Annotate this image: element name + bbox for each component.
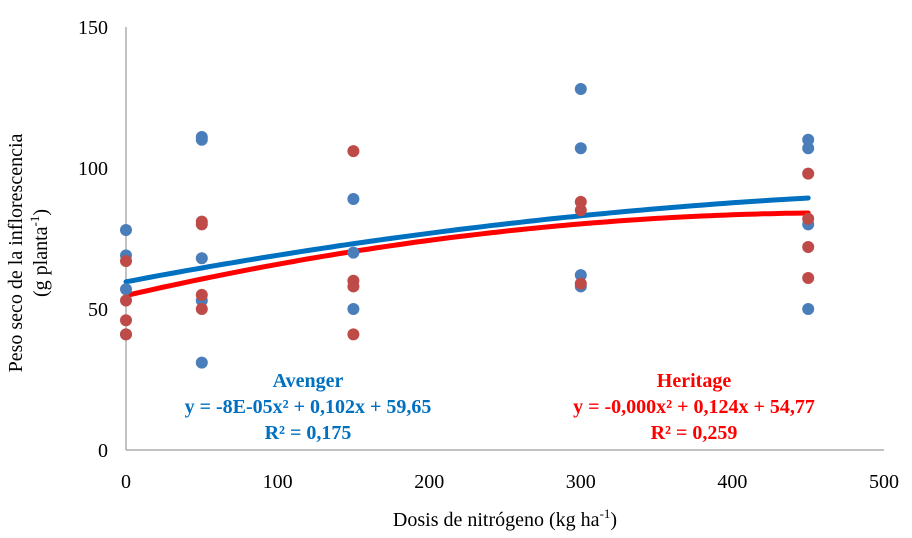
- avenger-data-point: [120, 283, 132, 296]
- y-axis-title-line2-sup: -1: [27, 216, 42, 227]
- y-axis-title-line1: Peso seco de la inflorescencia: [5, 133, 27, 372]
- data-points: [120, 83, 815, 369]
- avenger-data-point: [120, 224, 132, 237]
- x-axis-title-tail: ): [610, 509, 617, 531]
- heritage-trendline: [123, 210, 811, 298]
- trendlines: [123, 195, 811, 298]
- heritage-data-point: [120, 294, 132, 307]
- y-tick-label: 0: [98, 440, 108, 462]
- avenger-data-point: [347, 193, 360, 206]
- avenger-data-point: [802, 142, 815, 155]
- heritage-data-point: [120, 255, 132, 268]
- heritage-data-point: [574, 195, 587, 208]
- axes: [125, 27, 884, 451]
- y-axis-title-line2: (g planta-1): [27, 209, 52, 297]
- y-axis-title-line2-main: (g planta: [30, 226, 52, 297]
- heritage-data-point: [574, 204, 587, 217]
- y-tick-label: 50: [88, 299, 108, 321]
- avenger-data-point: [195, 133, 208, 146]
- avenger-data-point: [574, 269, 587, 282]
- heritage-data-point: [195, 303, 208, 315]
- heritage-equation: y = -0,000x² + 0,124x + 54,77: [573, 396, 815, 418]
- avenger-data-point: [574, 83, 587, 96]
- avenger-r-squared: R² = 0,175: [265, 422, 352, 444]
- y-tick-label: 100: [78, 158, 108, 180]
- y-axis-title-line2-tail: ): [30, 209, 52, 216]
- x-tick-label: 100: [263, 471, 293, 493]
- heritage-data-point: [802, 167, 815, 180]
- heritage-r-squared: R² = 0,259: [651, 422, 738, 444]
- heritage-data-point: [347, 328, 360, 341]
- avenger-data-point: [347, 303, 360, 315]
- avenger-data-point: [347, 246, 360, 259]
- x-tick-label: 200: [414, 471, 444, 493]
- avenger-data-point: [802, 133, 815, 146]
- heritage-data-point: [195, 218, 208, 231]
- heritage-data-point: [195, 288, 208, 301]
- x-tick-label: 0: [121, 471, 131, 493]
- avenger-data-point: [195, 356, 208, 369]
- x-tick-label: 300: [566, 471, 596, 493]
- x-tick-label: 400: [717, 471, 747, 493]
- tick-labels: 0 100 200 300 400 500 0 50 100 150: [78, 17, 899, 493]
- heritage-data-point: [120, 328, 132, 341]
- heritage-data-point: [347, 280, 360, 293]
- heritage-data-point: [802, 212, 815, 225]
- heritage-data-point: [347, 145, 360, 158]
- x-axis-title-sup: -1: [600, 506, 611, 521]
- avenger-data-point: [802, 303, 815, 315]
- avenger-data-point: [195, 252, 208, 265]
- avenger-equation: y = -8E-05x² + 0,102x + 59,65: [185, 396, 432, 418]
- x-axis-title: Dosis de nitrógeno (kg ha-1): [393, 506, 617, 531]
- heritage-data-point: [574, 277, 587, 290]
- x-tick-label: 500: [869, 471, 899, 493]
- avenger-trendline: [123, 195, 811, 285]
- heritage-data-point: [802, 271, 815, 284]
- y-tick-label: 150: [78, 17, 108, 39]
- heritage-data-point: [120, 314, 132, 327]
- x-axis-title-main: Dosis de nitrógeno (kg ha: [393, 509, 600, 531]
- avenger-data-point: [574, 142, 587, 155]
- heritage-series-name: Heritage: [657, 370, 732, 392]
- heritage-data-point: [802, 240, 815, 253]
- avenger-series-name: Avenger: [273, 370, 344, 392]
